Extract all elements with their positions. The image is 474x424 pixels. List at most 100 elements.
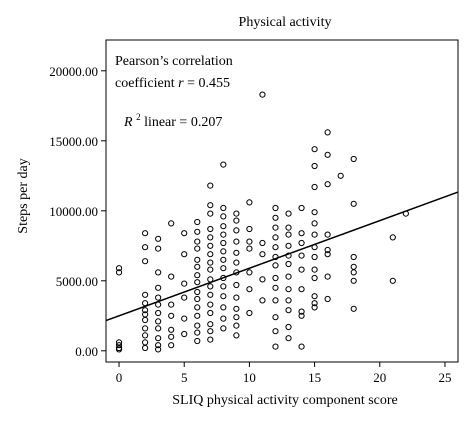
data-point [324, 181, 331, 188]
data-point [272, 314, 279, 321]
data-point [233, 217, 240, 224]
data-point [259, 239, 266, 247]
data-point [350, 269, 357, 276]
pearson-label-line2: coefficient r = 0.455 [115, 76, 230, 91]
data-point [285, 286, 292, 293]
data-point [246, 238, 253, 245]
data-point [350, 263, 357, 270]
data-point [207, 336, 214, 343]
data-point [155, 245, 162, 252]
data-point [298, 312, 305, 319]
data-point [207, 210, 214, 217]
data-point [311, 304, 318, 311]
x-tick-label: 25 [438, 370, 451, 385]
plot-frame [105, 39, 459, 363]
data-point [220, 223, 227, 230]
data-point [389, 234, 396, 241]
data-point [285, 297, 292, 304]
data-points [115, 91, 409, 353]
data-point [181, 251, 188, 258]
data-point [324, 295, 331, 303]
data-point [285, 307, 292, 314]
data-point [272, 234, 279, 241]
data-point [272, 328, 279, 335]
data-point [207, 202, 214, 209]
plot-border [105, 39, 459, 363]
data-point [311, 231, 318, 238]
data-point [181, 315, 188, 322]
data-point [337, 172, 344, 179]
data-point [194, 256, 201, 263]
data-point [298, 204, 305, 212]
data-point [115, 346, 123, 353]
data-point [220, 239, 227, 247]
data-point [246, 199, 253, 206]
x-tick-label: 0 [116, 370, 123, 385]
data-point [350, 277, 357, 284]
data-point [207, 266, 214, 273]
pearson-label-line1: Pearson’s correlation [115, 54, 233, 69]
data-point [233, 322, 240, 329]
data-point [233, 305, 240, 312]
data-point [350, 305, 357, 312]
data-point [285, 242, 292, 249]
data-point [207, 182, 214, 189]
data-point [259, 91, 266, 98]
data-point [259, 297, 266, 304]
data-point [285, 210, 292, 217]
data-point [155, 335, 162, 342]
data-point [220, 161, 227, 168]
data-point [272, 214, 279, 221]
data-point [194, 238, 201, 245]
data-point [272, 343, 279, 350]
data-point [142, 307, 149, 314]
data-point [246, 309, 253, 317]
data-point [220, 204, 227, 212]
data-point [233, 294, 240, 301]
data-point [285, 260, 292, 268]
data-point [168, 312, 175, 319]
data-point [233, 281, 240, 289]
data-point [181, 230, 188, 237]
data-point [298, 252, 305, 259]
data-point [311, 183, 318, 191]
y-axis: 0.00 5000.00 10000.00 15000.00 20000.00 [49, 64, 106, 359]
data-point [155, 294, 162, 301]
data-point [298, 266, 305, 273]
data-point [311, 266, 318, 273]
data-point [168, 273, 175, 280]
data-point [207, 259, 214, 266]
data-point [272, 224, 279, 231]
data-point [272, 204, 279, 212]
data-point [220, 248, 227, 255]
y-tick-label: 15000.00 [49, 134, 98, 149]
data-point [194, 337, 201, 345]
data-point [194, 312, 201, 319]
data-point [324, 129, 331, 136]
data-point [142, 291, 149, 298]
data-point [246, 245, 253, 252]
data-point [311, 209, 318, 216]
data-point [272, 284, 279, 291]
data-point [207, 309, 214, 317]
data-point [155, 235, 162, 242]
data-point [220, 304, 227, 311]
data-point [220, 325, 227, 332]
data-point [142, 230, 149, 237]
data-point [207, 283, 214, 290]
y-tick-label: 0.00 [75, 344, 98, 359]
data-point [194, 263, 201, 270]
data-point [298, 286, 305, 293]
data-point [311, 220, 318, 227]
data-point [194, 245, 201, 252]
data-point [207, 328, 214, 335]
x-tick-label: 20 [373, 370, 386, 385]
data-point [142, 244, 149, 251]
data-point [298, 308, 305, 315]
data-point [194, 218, 201, 226]
data-point [311, 293, 318, 300]
data-point [142, 332, 149, 339]
data-point [194, 279, 201, 286]
data-point [220, 315, 227, 322]
